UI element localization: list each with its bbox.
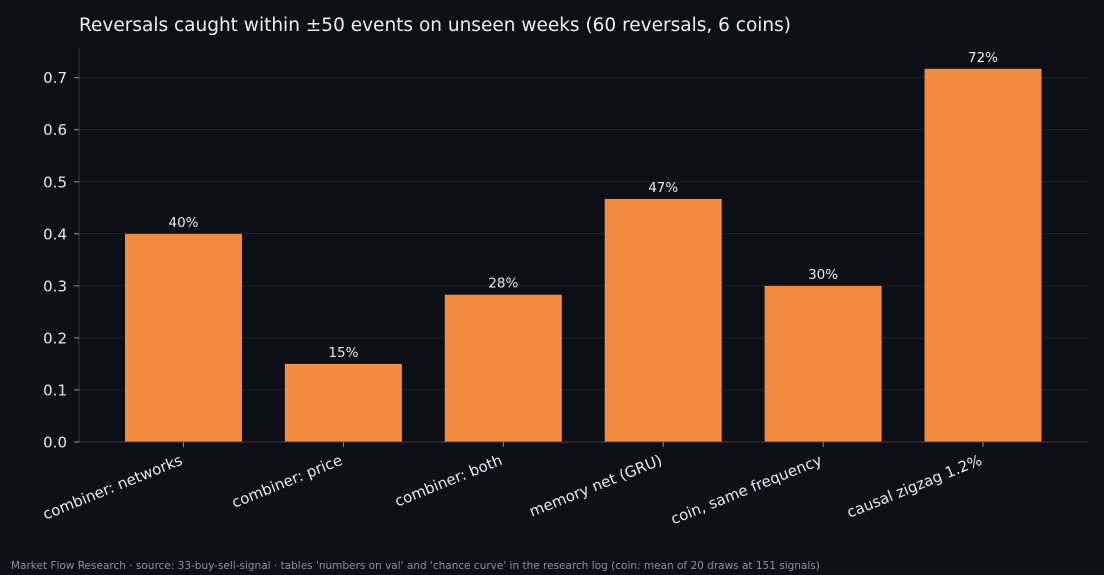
chart-title: Reversals caught within ±50 events on un… <box>79 15 791 36</box>
x-tick-label: memory net (GRU) <box>527 451 665 521</box>
bar-value-label: 30% <box>808 267 838 283</box>
x-tick-label: causal zigzag 1.2% <box>844 451 984 522</box>
y-tick-label: 0.6 <box>43 121 67 139</box>
bar-value-label: 72% <box>968 50 998 66</box>
y-tick-label: 0.0 <box>43 434 67 452</box>
y-tick-label: 0.3 <box>43 277 67 295</box>
y-tick-label: 0.1 <box>43 381 67 399</box>
bar <box>924 68 1042 442</box>
bars <box>125 68 1042 442</box>
y-tick-label: 0.4 <box>43 225 67 243</box>
bar-value-label: 40% <box>168 215 198 231</box>
bar <box>764 285 882 442</box>
x-tick-label: coin, same frequency <box>668 451 825 528</box>
y-tick-label: 0.2 <box>43 329 67 347</box>
bar-value-label: 28% <box>488 276 518 292</box>
bar <box>444 294 562 442</box>
bar <box>125 233 242 442</box>
bar-value-label: 47% <box>648 180 678 196</box>
y-tick-label: 0.7 <box>43 69 67 87</box>
axes <box>74 48 1088 447</box>
bar-value-label: 15% <box>328 345 358 361</box>
y-tick-label: 0.5 <box>43 173 67 191</box>
x-tick-label: combiner: networks <box>40 451 185 524</box>
bar <box>284 363 402 442</box>
source-footnote: Market Flow Research · source: 33-buy-se… <box>11 560 820 572</box>
x-tick-label: combiner: both <box>392 451 505 510</box>
x-tick-label: combiner: price <box>229 451 345 512</box>
bar <box>604 198 722 442</box>
